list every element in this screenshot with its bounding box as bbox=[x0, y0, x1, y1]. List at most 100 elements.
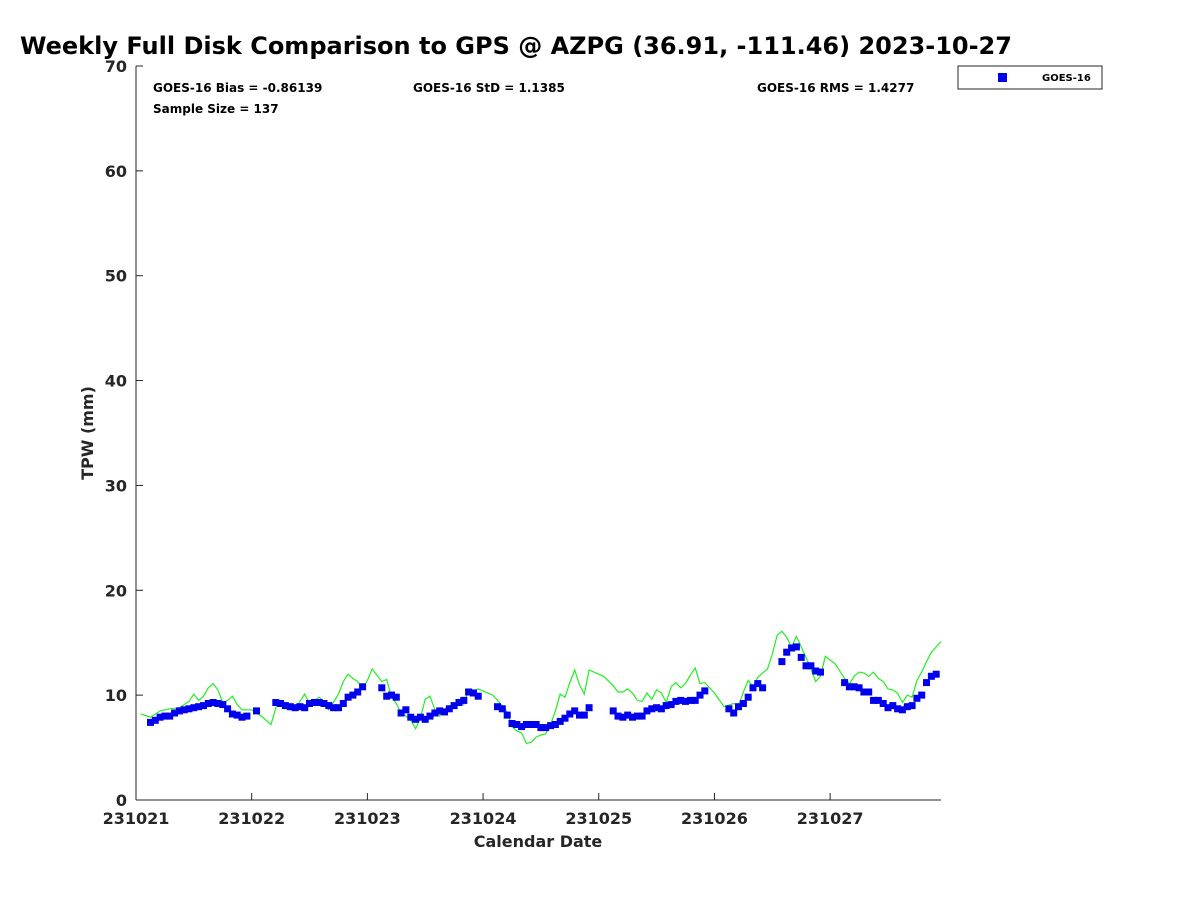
goes-16-point bbox=[778, 658, 786, 666]
y-tick-label: 40 bbox=[105, 372, 127, 391]
goes-16-point bbox=[281, 702, 289, 710]
y-tick-label: 0 bbox=[116, 791, 127, 810]
goes-16-point bbox=[224, 705, 232, 713]
goes-16-point bbox=[744, 693, 752, 701]
x-tick-label: 231022 bbox=[218, 809, 285, 828]
goes-16-point bbox=[860, 688, 868, 696]
goes-16-point bbox=[619, 713, 627, 721]
y-axis-ticks: 0 10 20 30 40 50 60 70 bbox=[105, 57, 143, 810]
goes-16-point bbox=[147, 718, 154, 726]
goes-16-point bbox=[788, 644, 796, 652]
goes-16-point bbox=[686, 696, 694, 704]
goes-16-point bbox=[445, 705, 453, 713]
goes-16-point bbox=[494, 703, 501, 711]
goes-16-point bbox=[291, 704, 299, 712]
goes-16-point bbox=[585, 704, 593, 712]
goes-16-point bbox=[522, 721, 530, 728]
goes-16-point bbox=[228, 710, 236, 718]
goes-16-point bbox=[923, 679, 930, 687]
goes-16-point bbox=[841, 679, 849, 687]
goes-16-point bbox=[802, 662, 810, 670]
y-tick-label: 10 bbox=[105, 686, 127, 705]
goes-16-point bbox=[725, 705, 733, 713]
goes-16-point bbox=[286, 703, 294, 711]
y-tick-label: 50 bbox=[105, 267, 127, 286]
goes-16-point bbox=[908, 702, 916, 710]
goes-16-point bbox=[344, 693, 352, 701]
goes-16-point bbox=[556, 717, 564, 725]
goes-16-point bbox=[614, 712, 622, 720]
goes-16-point bbox=[180, 706, 188, 714]
x-axis-label: Calendar Date bbox=[474, 832, 603, 851]
goes-16-point bbox=[850, 683, 858, 691]
goes-16-point bbox=[547, 722, 555, 730]
goes-16-point bbox=[460, 696, 468, 704]
y-tick-label: 60 bbox=[105, 162, 127, 181]
goes-16-point bbox=[845, 683, 853, 691]
goes-16-point bbox=[498, 705, 506, 713]
x-tick-label: 231021 bbox=[103, 809, 170, 828]
goes-16-point bbox=[571, 707, 579, 715]
goes-16-point bbox=[277, 700, 285, 707]
goes-16-point bbox=[691, 696, 699, 704]
sample-size-stat: Sample Size = 137 bbox=[153, 102, 279, 116]
goes-16-point bbox=[759, 684, 767, 692]
goes-16-point bbox=[349, 691, 357, 699]
chart-title: Weekly Full Disk Comparison to GPS @ AZP… bbox=[20, 32, 1012, 60]
goes-16-point bbox=[696, 691, 704, 699]
legend-goes-16-marker bbox=[998, 73, 1007, 82]
goes-16-point bbox=[166, 712, 174, 720]
y-tick-label: 70 bbox=[105, 57, 127, 76]
goes-16-point bbox=[243, 712, 251, 720]
goes-16-point bbox=[918, 691, 926, 699]
goes-16-point bbox=[233, 711, 241, 719]
goes-16-point bbox=[551, 721, 559, 728]
y-tick-label: 20 bbox=[105, 581, 127, 600]
goes-16-point bbox=[474, 692, 482, 700]
x-axis-ticks: 231021 231022 231023 231024 231025 231026 2310… bbox=[103, 793, 864, 828]
goes-16-point bbox=[797, 653, 805, 661]
goes-16-point bbox=[812, 667, 820, 675]
goes-16-point bbox=[378, 684, 386, 692]
goes-16-point bbox=[161, 712, 169, 720]
goes-16-point bbox=[855, 684, 863, 692]
goes-16-point bbox=[527, 721, 535, 728]
goes-16-point bbox=[542, 724, 550, 732]
goes-16-point bbox=[272, 699, 280, 706]
goes-16-point bbox=[927, 672, 935, 680]
goes-16-point bbox=[657, 705, 665, 713]
goes-16-point bbox=[388, 691, 395, 699]
goes-16-point bbox=[416, 713, 424, 721]
x-tick-label: 231027 bbox=[797, 809, 864, 828]
goes-16-point bbox=[339, 700, 347, 707]
goes-16-point bbox=[397, 709, 405, 717]
goes-16-point bbox=[643, 707, 651, 715]
goes-16-point bbox=[879, 700, 887, 707]
legend: GOES-16 bbox=[957, 65, 1103, 90]
goes-16-point bbox=[792, 643, 800, 651]
goes-16-point bbox=[913, 694, 921, 702]
goes-16-point bbox=[301, 704, 309, 712]
goes-16-point bbox=[730, 709, 738, 717]
x-tick-label: 231024 bbox=[450, 809, 517, 828]
legend-goes-16-label: GOES-16 bbox=[1042, 73, 1091, 84]
goes-16-point bbox=[219, 701, 227, 709]
std-stat: GOES-16 StD = 1.1385 bbox=[413, 81, 565, 95]
goes-16-point bbox=[783, 648, 791, 656]
goes-16-point bbox=[310, 699, 318, 706]
goes-16-point bbox=[513, 721, 521, 728]
goes-16-point bbox=[426, 712, 434, 720]
goes-16-point bbox=[932, 670, 940, 678]
goes-16-point bbox=[185, 705, 193, 713]
goes-16-point bbox=[450, 702, 458, 710]
x-tick-label: 231026 bbox=[681, 809, 748, 828]
goes-16-point bbox=[672, 697, 680, 705]
goes-16-point bbox=[238, 713, 246, 721]
goes-16-point bbox=[441, 708, 448, 716]
goes-16-point bbox=[330, 704, 338, 712]
goes-16-point bbox=[633, 712, 641, 720]
goes-16-point bbox=[469, 689, 477, 697]
goes-16-point bbox=[175, 707, 183, 715]
goes-16-point bbox=[580, 711, 588, 719]
goes-16-point bbox=[609, 707, 617, 715]
